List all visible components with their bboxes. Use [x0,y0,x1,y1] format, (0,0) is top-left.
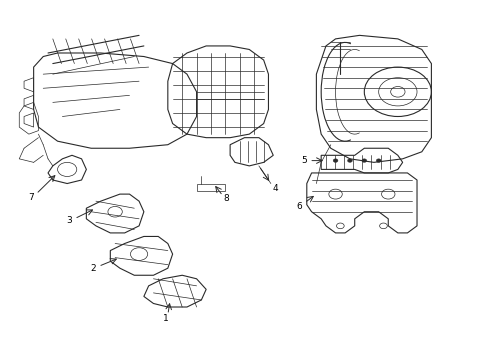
Circle shape [332,159,337,162]
Text: 1: 1 [162,314,168,323]
Text: 2: 2 [91,264,96,273]
Text: 5: 5 [301,156,306,165]
Text: 4: 4 [272,184,278,193]
Circle shape [347,159,351,162]
Text: 8: 8 [223,194,229,203]
Text: 3: 3 [66,216,72,225]
Circle shape [376,159,380,162]
Text: 7: 7 [28,193,34,202]
Circle shape [361,159,366,162]
Text: 6: 6 [296,202,302,211]
